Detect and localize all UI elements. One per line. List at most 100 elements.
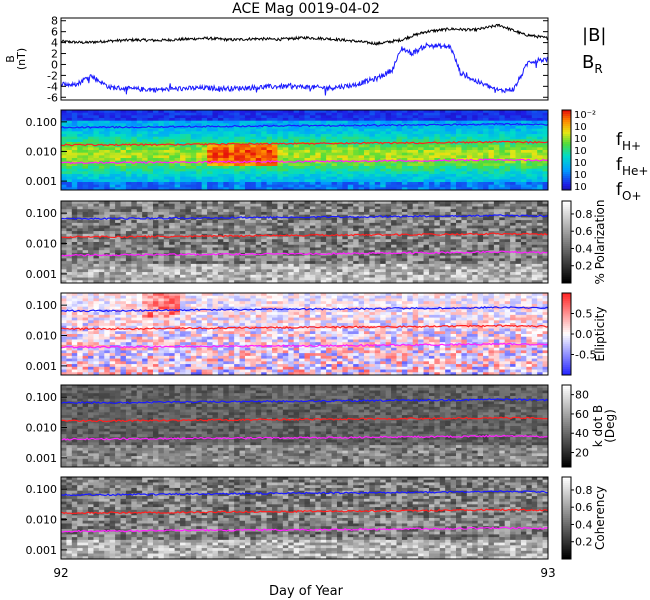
heatmap-cell bbox=[477, 134, 484, 138]
heatmap-cell bbox=[98, 228, 105, 232]
heatmap-cell bbox=[396, 160, 403, 164]
heatmap-cell bbox=[423, 225, 430, 229]
heatmap-cell bbox=[493, 110, 500, 114]
heatmap-cell bbox=[109, 134, 116, 138]
heatmap-cell bbox=[364, 155, 370, 159]
heatmap-cell bbox=[250, 182, 257, 186]
heatmap-cell bbox=[142, 139, 148, 143]
heatmap-cell bbox=[109, 110, 116, 114]
heatmap-cell bbox=[136, 184, 143, 188]
heatmap-cell bbox=[288, 247, 295, 251]
heatmap-cell bbox=[277, 220, 284, 224]
heatmap-cell bbox=[93, 274, 100, 278]
heatmap-cell bbox=[342, 174, 349, 178]
heatmap-cell bbox=[272, 123, 278, 127]
heatmap-cell bbox=[228, 134, 235, 138]
heatmap-cell bbox=[136, 255, 143, 259]
heatmap-cell bbox=[526, 136, 533, 140]
heatmap-cell bbox=[190, 261, 197, 265]
heatmap-cell bbox=[207, 255, 213, 259]
heatmap-cell bbox=[244, 236, 251, 240]
heatmap-cell bbox=[77, 258, 84, 262]
heatmap-cell bbox=[266, 206, 273, 210]
heatmap-cell bbox=[336, 252, 343, 257]
heatmap-cell bbox=[331, 112, 338, 116]
heatmap-cell bbox=[212, 184, 219, 188]
heatmap-cell bbox=[228, 176, 235, 180]
heatmap-cell bbox=[185, 110, 192, 114]
heatmap-cell bbox=[217, 228, 224, 232]
heatmap-cell bbox=[234, 158, 240, 162]
heatmap-cell bbox=[239, 261, 246, 265]
heatmap-cell bbox=[391, 182, 397, 186]
heatmap-cell bbox=[299, 236, 305, 240]
heatmap-cell bbox=[239, 228, 246, 232]
heatmap-cell bbox=[374, 228, 381, 232]
heatmap-cell bbox=[98, 261, 105, 265]
heatmap-cell bbox=[401, 247, 408, 251]
series-line bbox=[60, 41, 549, 96]
heatmap-cell bbox=[115, 160, 121, 164]
heatmap-cell bbox=[510, 142, 516, 146]
colorbar-swatch bbox=[562, 178, 571, 181]
heatmap-cell bbox=[234, 139, 240, 143]
heatmap-cell bbox=[445, 201, 451, 205]
heatmap-cell bbox=[163, 142, 170, 146]
heatmap-cell bbox=[266, 272, 273, 276]
heatmap-cell bbox=[282, 155, 289, 159]
heatmap-cell bbox=[510, 134, 516, 138]
heatmap-cell bbox=[125, 174, 132, 178]
heatmap-cell bbox=[174, 118, 181, 122]
heatmap-cell bbox=[364, 118, 370, 122]
heatmap-cell bbox=[163, 176, 170, 180]
heatmap-cell bbox=[261, 174, 268, 178]
heatmap-cell bbox=[493, 152, 500, 156]
heatmap-cell bbox=[493, 163, 500, 167]
heatmap-cell bbox=[537, 136, 543, 140]
heatmap-cell bbox=[331, 222, 338, 226]
heatmap-cell bbox=[196, 266, 203, 270]
heatmap-cell bbox=[104, 182, 111, 186]
heatmap-cell bbox=[115, 272, 121, 276]
heatmap-cell bbox=[293, 228, 300, 232]
heatmap-cell bbox=[396, 136, 403, 140]
heatmap-cell bbox=[396, 263, 403, 267]
heatmap-cell bbox=[196, 150, 203, 154]
heatmap-cell bbox=[163, 163, 170, 167]
heatmap-cell bbox=[309, 139, 316, 143]
heatmap-cell bbox=[293, 112, 300, 116]
heatmap-cell bbox=[120, 112, 127, 116]
heatmap-cell bbox=[445, 266, 451, 270]
heatmap-cell bbox=[250, 263, 257, 267]
heatmap-cell bbox=[288, 168, 295, 172]
heatmap-cell bbox=[401, 236, 408, 240]
heatmap-cell bbox=[315, 166, 322, 170]
heatmap-cell bbox=[169, 112, 176, 116]
heatmap-cell bbox=[407, 182, 414, 186]
heatmap-cell bbox=[320, 134, 327, 138]
heatmap-cell bbox=[358, 158, 365, 162]
heatmap-cell bbox=[504, 112, 511, 116]
heatmap-cell bbox=[125, 242, 132, 246]
heatmap-cell bbox=[98, 211, 105, 216]
heatmap-cell bbox=[142, 272, 148, 276]
heatmap-cell bbox=[391, 225, 397, 229]
heatmap-cell bbox=[142, 171, 148, 175]
heatmap-cell bbox=[304, 144, 311, 148]
heatmap-cell bbox=[407, 217, 414, 221]
heatmap-cell bbox=[212, 236, 219, 240]
heatmap-cell bbox=[272, 217, 278, 221]
heatmap-cell bbox=[250, 206, 257, 210]
heatmap-cell bbox=[304, 209, 311, 213]
heatmap-cell bbox=[466, 139, 473, 143]
heatmap-cell bbox=[185, 136, 192, 140]
heatmap-cell bbox=[342, 147, 349, 151]
heatmap-cell bbox=[401, 166, 408, 170]
heatmap-cell bbox=[136, 139, 143, 143]
heatmap-cell bbox=[336, 131, 343, 135]
heatmap-cell bbox=[120, 222, 127, 226]
heatmap-cell bbox=[93, 228, 100, 232]
heatmap-cell bbox=[472, 147, 479, 151]
heatmap-cell bbox=[428, 206, 435, 210]
heatmap-cell bbox=[401, 147, 408, 151]
